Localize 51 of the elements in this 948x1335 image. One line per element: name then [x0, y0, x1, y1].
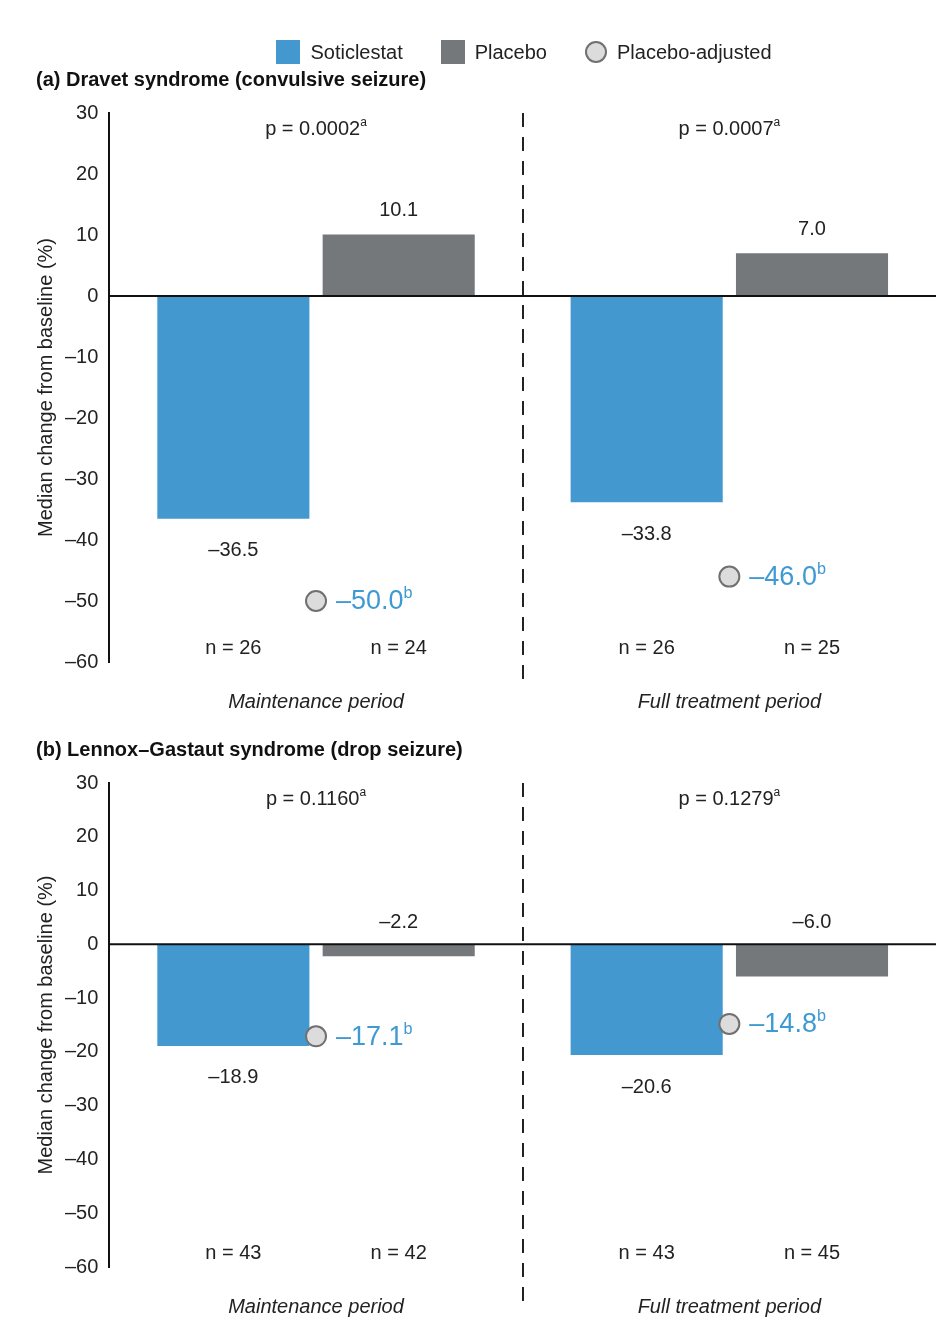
y-tick-label: –50 — [64, 588, 99, 611]
y-tick-label: 10 — [76, 878, 99, 901]
x-tick-label: Full treatment period — [637, 1294, 822, 1317]
data-label: –20.6 — [621, 1074, 672, 1097]
y-tick-label: –60 — [64, 649, 99, 672]
y-axis-title: Median change from baseline (%) — [33, 237, 56, 538]
data-label: –36.5 — [208, 538, 259, 561]
annotation: n = 26 — [205, 635, 262, 658]
annotation: n = 42 — [370, 1240, 427, 1263]
x-tick-label: Maintenance period — [228, 689, 405, 712]
y-tick-label: –30 — [64, 466, 99, 489]
y-axis-title: Median change from baseline (%) — [33, 875, 56, 1175]
y-tick-label: 20 — [76, 161, 99, 184]
y-tick-label: –10 — [64, 344, 99, 367]
y-tick-label: 10 — [76, 222, 99, 245]
y-tick-label: –10 — [64, 985, 99, 1008]
y-tick-label: –30 — [64, 1093, 99, 1116]
x-tick-label: Full treatment period — [637, 689, 822, 712]
annotation: n = 25 — [783, 635, 841, 658]
y-tick-label: –50 — [64, 1200, 99, 1223]
y-tick-label: –20 — [64, 405, 99, 428]
y-tick-label: –40 — [64, 1146, 99, 1169]
legend-label: Placebo — [474, 40, 547, 64]
chart-title: (a) Dravet syndrome (convulsive seizure) — [35, 68, 428, 92]
y-tick-label: 0 — [87, 931, 99, 954]
data-label: 7.0 — [798, 216, 826, 239]
chart-title: (b) Lennox–Gastaut syndrome (drop seizure) — [35, 738, 464, 762]
y-tick-label: 20 — [76, 824, 99, 847]
bar — [735, 253, 889, 296]
bar — [157, 296, 310, 519]
legend-label: Soticlestat — [310, 40, 403, 64]
annotation: n = 24 — [370, 635, 427, 658]
data-label: –18.9 — [208, 1065, 259, 1088]
annotation: n = 43 — [618, 1240, 675, 1263]
y-tick-label: 30 — [76, 100, 99, 123]
data-label: –6.0 — [792, 909, 832, 932]
y-tick-label: 30 — [76, 770, 99, 793]
y-tick-label: –20 — [64, 1039, 99, 1062]
y-tick-label: –60 — [64, 1254, 99, 1277]
legend-label: Placebo-adjusted — [616, 40, 772, 64]
bar — [570, 296, 723, 503]
data-label: –2.2 — [379, 909, 419, 932]
y-tick-label: 0 — [87, 283, 99, 306]
data-label: –33.8 — [621, 521, 672, 544]
data-label: 10.1 — [379, 197, 419, 220]
y-tick-label: –40 — [64, 527, 99, 550]
bar — [322, 234, 475, 296]
annotation: n = 43 — [205, 1240, 262, 1263]
annotation: n = 45 — [783, 1240, 841, 1263]
annotation: n = 26 — [618, 635, 675, 658]
x-tick-label: Maintenance period — [228, 1294, 405, 1317]
